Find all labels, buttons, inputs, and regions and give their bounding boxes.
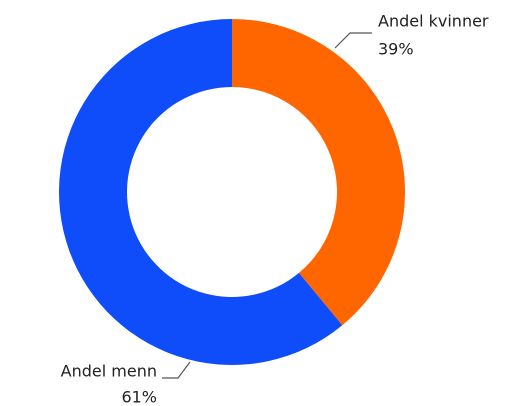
slice-value-label: 61% xyxy=(121,388,157,406)
leader-line xyxy=(162,361,191,379)
donut-slice xyxy=(58,19,343,366)
slice-label: Andel menn xyxy=(61,362,157,381)
donut-slice xyxy=(232,19,405,326)
slice-label: Andel kvinner xyxy=(378,12,489,31)
slice-value-label: 39% xyxy=(378,40,414,59)
leader-line xyxy=(334,32,372,49)
